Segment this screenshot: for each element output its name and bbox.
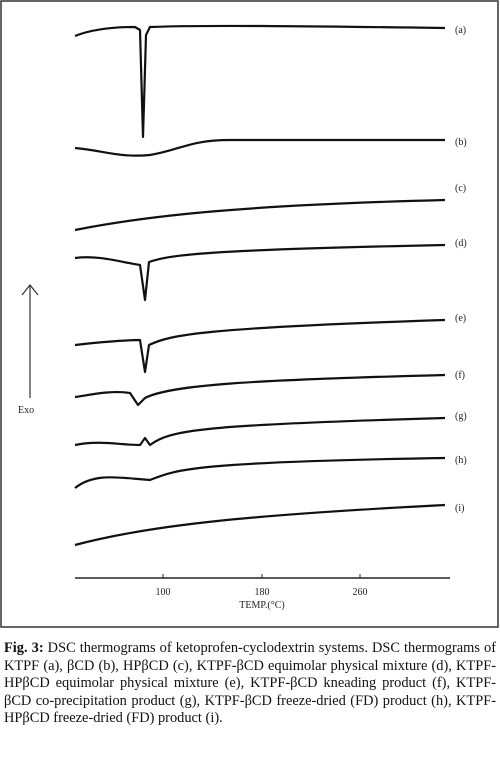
trace xyxy=(74,24,446,139)
exo-label: Exo xyxy=(18,405,34,416)
trace xyxy=(74,416,446,447)
figure: (a) (b) (c) (d) (e) (f) (g) (h) (i) Exo … xyxy=(0,0,499,628)
caption-text: DSC thermograms of ketoprofen-cyclodextr… xyxy=(4,640,497,726)
exo-arrowhead xyxy=(21,284,39,296)
x-tick-label: 260 xyxy=(353,587,368,598)
trace xyxy=(74,456,446,489)
figure-frame xyxy=(0,0,499,628)
trace-label: (b) xyxy=(455,137,467,148)
x-tick-label: 100 xyxy=(156,587,171,598)
trace-label: (i) xyxy=(455,503,464,514)
trace xyxy=(74,243,446,302)
trace-label: (f) xyxy=(455,370,465,381)
trace xyxy=(74,198,446,232)
trace-label: (e) xyxy=(455,313,466,324)
trace-label: (c) xyxy=(455,183,466,194)
trace-label: (a) xyxy=(455,25,466,36)
trace xyxy=(74,318,446,374)
trace-label: (h) xyxy=(455,455,467,466)
trace-label: (d) xyxy=(455,238,467,249)
trace xyxy=(74,138,445,157)
x-axis-label: TEMP.(°C) xyxy=(239,600,284,611)
trace xyxy=(74,373,446,407)
caption-label: Fig. 3: xyxy=(4,640,44,656)
trace xyxy=(74,503,446,547)
x-tick-label: 180 xyxy=(255,587,270,598)
trace-label: (g) xyxy=(455,411,467,422)
caption: Fig. 3: DSC thermograms of ketoprofen-cy… xyxy=(4,640,496,728)
